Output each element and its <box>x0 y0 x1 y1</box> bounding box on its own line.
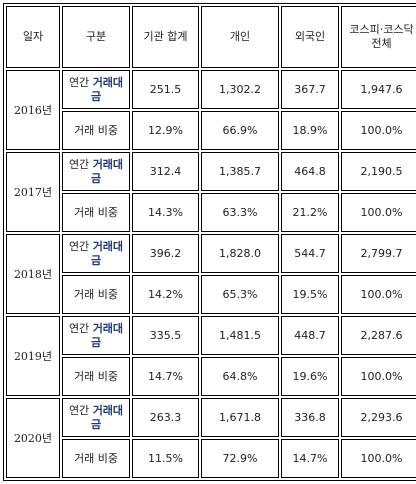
cell-label-ratio: 거래 비중 <box>62 439 130 478</box>
trade-table: 일자 구분 기관 합계 개인 외국인 코스피·코스닥 전체 2016년 연간 거래… <box>3 3 416 481</box>
cell-amount-total: 2,190.5 <box>341 152 416 191</box>
label-amount-bold-2: 금 <box>90 335 102 349</box>
cell-ratio-institution: 11.5% <box>132 439 199 478</box>
cell-year: 2016년 <box>6 70 60 150</box>
header-foreign: 외국인 <box>281 6 339 68</box>
cell-amount-total: 2,287.6 <box>341 316 416 355</box>
label-amount-bold-1: 거래대 <box>92 157 124 171</box>
label-amount-bold-1: 거래대 <box>92 403 124 417</box>
table-row-ratio: 거래 비중 11.5% 72.9% 14.7% 100.0% <box>6 439 416 478</box>
header-total-line2: 전체 <box>371 37 392 50</box>
label-amount-prefix: 연간 <box>68 75 93 89</box>
cell-amount-institution: 312.4 <box>132 152 199 191</box>
label-amount-prefix: 연간 <box>68 239 93 253</box>
cell-label-amount: 연간 거래대 금 <box>62 234 130 273</box>
cell-ratio-total: 100.0% <box>341 111 416 150</box>
table-row-amount: 2019년 연간 거래대 금 335.5 1,481.5 448.7 2,287.6 <box>6 316 416 396</box>
cell-ratio-individual: 72.9% <box>201 439 279 478</box>
label-amount-bold-2: 금 <box>90 89 102 103</box>
cell-label-ratio: 거래 비중 <box>62 111 130 150</box>
cell-ratio-total: 100.0% <box>341 193 416 232</box>
cell-ratio-institution: 14.2% <box>132 275 199 314</box>
cell-label-amount: 연간 거래대 금 <box>62 398 130 437</box>
cell-ratio-total: 100.0% <box>341 439 416 478</box>
cell-amount-individual: 1,828.0 <box>201 234 279 273</box>
header-date: 일자 <box>6 6 60 68</box>
cell-ratio-institution: 12.9% <box>132 111 199 150</box>
cell-ratio-individual: 63.3% <box>201 193 279 232</box>
cell-year: 2018년 <box>6 234 60 314</box>
label-amount-bold-2: 금 <box>90 417 102 431</box>
table-row-amount: 2018년 연간 거래대 금 396.2 1,828.0 544.7 2,799.7 <box>6 234 416 314</box>
header-institution: 기관 합계 <box>132 6 199 68</box>
cell-ratio-individual: 65.3% <box>201 275 279 314</box>
label-amount-bold-1: 거래대 <box>92 75 124 89</box>
label-amount-bold-2: 금 <box>90 253 102 267</box>
table-row-ratio: 거래 비중 12.9% 66.9% 18.9% 100.0% <box>6 111 416 150</box>
cell-amount-individual: 1,385.7 <box>201 152 279 191</box>
cell-ratio-total: 100.0% <box>341 275 416 314</box>
cell-amount-individual: 1,302.2 <box>201 70 279 109</box>
label-amount-prefix: 연간 <box>68 321 93 335</box>
table-row-ratio: 거래 비중 14.3% 63.3% 21.2% 100.0% <box>6 193 416 232</box>
header-total-line1: 코스피·코스닥 <box>349 23 414 36</box>
cell-amount-individual: 1,481.5 <box>201 316 279 355</box>
label-amount-bold-1: 거래대 <box>92 239 124 253</box>
cell-label-ratio: 거래 비중 <box>62 357 130 396</box>
cell-year: 2019년 <box>6 316 60 396</box>
cell-amount-foreign: 367.7 <box>281 70 339 109</box>
table-row-ratio: 거래 비중 14.2% 65.3% 19.5% 100.0% <box>6 275 416 314</box>
table-row-amount: 2020년 연간 거래대 금 263.3 1,671.8 336.8 2,293.6 <box>6 398 416 478</box>
cell-amount-total: 2,799.7 <box>341 234 416 273</box>
table-row-amount: 2017년 연간 거래대 금 312.4 1,385.7 464.8 2,190.5 <box>6 152 416 232</box>
cell-amount-institution: 396.2 <box>132 234 199 273</box>
cell-label-ratio: 거래 비중 <box>62 275 130 314</box>
cell-ratio-foreign: 14.7% <box>281 439 339 478</box>
label-amount-prefix: 연간 <box>68 157 93 171</box>
cell-amount-foreign: 544.7 <box>281 234 339 273</box>
header-individual: 개인 <box>201 6 279 68</box>
cell-label-amount: 연간 거래대 금 <box>62 70 130 109</box>
cell-ratio-individual: 66.9% <box>201 111 279 150</box>
cell-ratio-foreign: 21.2% <box>281 193 339 232</box>
cell-ratio-individual: 64.8% <box>201 357 279 396</box>
cell-year: 2017년 <box>6 152 60 232</box>
cell-amount-institution: 335.5 <box>132 316 199 355</box>
cell-amount-individual: 1,671.8 <box>201 398 279 437</box>
header-total: 코스피·코스닥 전체 <box>341 6 416 68</box>
header-category: 구분 <box>62 6 130 68</box>
label-amount-bold-2: 금 <box>90 171 102 185</box>
cell-ratio-foreign: 18.9% <box>281 111 339 150</box>
cell-amount-total: 1,947.6 <box>341 70 416 109</box>
cell-amount-foreign: 464.8 <box>281 152 339 191</box>
cell-ratio-foreign: 19.5% <box>281 275 339 314</box>
table-row-amount: 2016년 연간 거래대 금 251.5 1,302.2 367.7 1,947.6 <box>6 70 416 150</box>
cell-ratio-total: 100.0% <box>341 357 416 396</box>
cell-ratio-institution: 14.3% <box>132 193 199 232</box>
cell-label-amount: 연간 거래대 금 <box>62 152 130 191</box>
cell-label-ratio: 거래 비중 <box>62 193 130 232</box>
label-amount-bold-1: 거래대 <box>92 321 124 335</box>
cell-ratio-foreign: 19.6% <box>281 357 339 396</box>
cell-year: 2020년 <box>6 398 60 478</box>
cell-amount-foreign: 336.8 <box>281 398 339 437</box>
cell-ratio-institution: 14.7% <box>132 357 199 396</box>
table-header-row: 일자 구분 기관 합계 개인 외국인 코스피·코스닥 전체 <box>6 6 416 68</box>
cell-amount-foreign: 448.7 <box>281 316 339 355</box>
label-amount-prefix: 연간 <box>68 403 93 417</box>
trade-table-container: 일자 구분 기관 합계 개인 외국인 코스피·코스닥 전체 2016년 연간 거래… <box>3 3 416 481</box>
cell-amount-institution: 263.3 <box>132 398 199 437</box>
cell-label-amount: 연간 거래대 금 <box>62 316 130 355</box>
cell-amount-total: 2,293.6 <box>341 398 416 437</box>
table-row-ratio: 거래 비중 14.7% 64.8% 19.6% 100.0% <box>6 357 416 396</box>
cell-amount-institution: 251.5 <box>132 70 199 109</box>
